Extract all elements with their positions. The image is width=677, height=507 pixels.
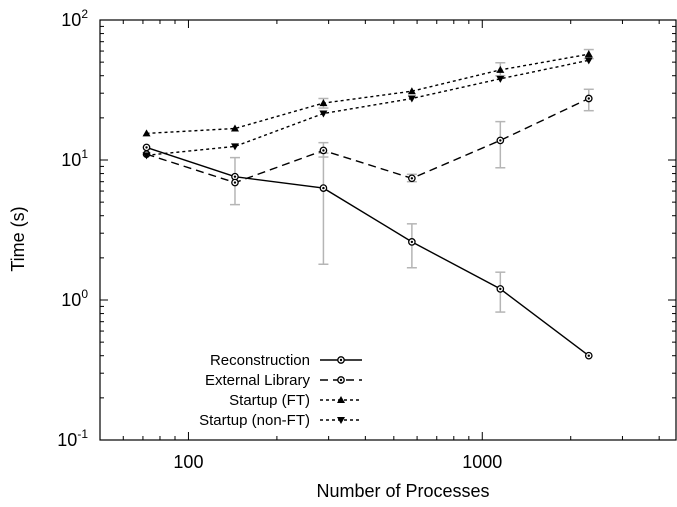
axis-tick-labels: 10-1 100 101 102 100 1000	[57, 7, 502, 472]
series-line-startup-ft	[146, 53, 589, 135]
y-tick-label: 101	[61, 147, 88, 170]
data-point	[407, 87, 416, 95]
y-tick-label: 10-1	[57, 427, 88, 450]
data-point-dot	[322, 186, 325, 190]
y-axis-title: Time (s)	[8, 206, 28, 271]
legend-marker	[337, 417, 345, 424]
y-tick-label: 100	[61, 287, 88, 310]
data-point-dot	[233, 175, 237, 178]
data-point-dot	[587, 97, 590, 100]
plot-border	[99, 19, 677, 441]
data-point-dot	[145, 146, 148, 149]
legend-label: Startup (FT)	[229, 392, 310, 409]
data-point	[407, 95, 416, 103]
data-point	[319, 110, 328, 118]
data-point	[584, 50, 593, 58]
x-axis-title: Number of Processes	[316, 481, 489, 501]
y-tick-label: 102	[61, 7, 88, 30]
series-line-reconstruction	[146, 146, 590, 357]
data-point-dot	[499, 287, 502, 291]
data-point-dot	[499, 139, 502, 142]
x-tick-label: 100	[173, 452, 203, 472]
data-point	[142, 152, 151, 160]
data-point-dot	[322, 149, 325, 152]
data-point	[584, 57, 593, 65]
data-point	[319, 99, 328, 107]
data-point-dot	[233, 181, 237, 184]
series-line-startup-non-ft	[146, 59, 589, 156]
x-tick-label: 1000	[462, 452, 502, 472]
data-point	[230, 143, 239, 151]
data-point	[496, 75, 505, 83]
legend: Reconstruction External Library Startup (F…	[199, 352, 362, 429]
legend-label: Startup (non-FT)	[199, 412, 310, 429]
legend-marker	[337, 396, 345, 403]
legend-label: Reconstruction	[210, 352, 310, 369]
series-lines	[146, 53, 590, 357]
data-point	[142, 129, 151, 137]
data-point	[496, 65, 505, 73]
legend-marker-dot	[339, 358, 343, 362]
legend-marker-dot	[339, 378, 343, 382]
data-point-dot	[410, 240, 414, 244]
data-point	[230, 124, 239, 132]
data-point-dot	[587, 354, 590, 357]
series-markers	[142, 50, 593, 360]
plot-frame	[99, 19, 677, 441]
legend-label: External Library	[205, 372, 311, 389]
data-point-dot	[410, 177, 414, 180]
series-line-external-library	[146, 97, 590, 184]
axis-ticks	[99, 19, 676, 441]
